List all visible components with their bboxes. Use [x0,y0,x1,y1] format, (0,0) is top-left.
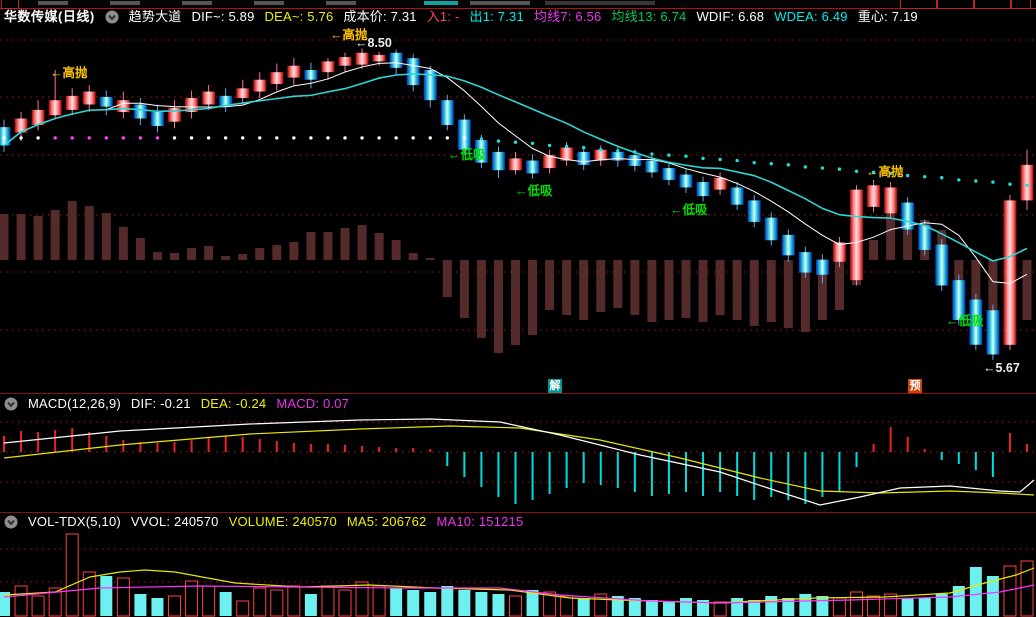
field-wdea: WDEA: 6.49 [774,9,848,24]
menu-divider [1030,0,1031,8]
volume-header: VOL-TDX(5,10) VVOL: 240570 VOLUME: 24057… [4,514,523,529]
menu-text-sliver [38,1,68,5]
annotation-sell-high: ←高抛 [330,28,368,42]
top-menu-button[interactable] [937,0,974,9]
field-sell1: 出1: 7.31 [469,9,524,24]
menu-text-sliver [110,1,140,5]
main-indicator-header: 华数传媒(日线) 趋势大道 DIF~: 5.89 DEA~: 5.76 成本价:… [4,9,918,24]
volume-bars [0,533,1034,617]
top-menu-button[interactable] [900,0,937,9]
vol-volume: VOLUME: 240570 [228,514,337,529]
field-dea: DEA~: 5.76 [264,9,334,24]
macd-title: MACD(12,26,9) [28,396,121,411]
vol-ma10: MA10: 151215 [436,514,524,529]
field-ma13: 均线13: 6.74 [611,9,687,24]
pressure-bars [0,201,1032,353]
collapse-volume-pane-icon[interactable] [4,515,18,529]
macd-dif-line [3,418,1035,506]
ma13-line [3,73,1028,262]
volume-ma5-line [3,567,1035,604]
macd-dea-line [3,425,1035,496]
macd-gridlines [0,421,1036,483]
pane-divider[interactable] [0,393,1036,394]
annotation-buy-low: ←低吸 [946,314,984,328]
menu-text-sliver-active [424,1,458,5]
menu-text-sliver [326,1,356,5]
trend-dots [2,136,1029,187]
event-marker-unlock[interactable]: 解 [548,379,562,393]
top-menu-strip [0,0,1036,9]
collapse-macd-pane-icon[interactable] [4,397,18,411]
annotation-buy-low: ←低吸 [515,184,553,198]
menu-text-sliver [545,1,655,5]
top-menu-button[interactable] [974,0,1011,9]
field-ma7: 均线7: 6.56 [533,9,602,24]
annotation-sell-high: ←高抛 [866,165,904,179]
top-menu-button[interactable] [1011,0,1036,9]
pane-divider[interactable] [0,512,1036,513]
macd-dea: DEA: -0.24 [200,396,267,411]
vol-ma5: MA5: 206762 [346,514,427,529]
field-center: 重心: 7.19 [857,9,918,24]
menu-text-sliver [470,1,530,5]
collapse-main-pane-icon[interactable] [105,10,119,24]
annotation-buy-low: ←低吸 [448,148,486,162]
macd-bars [3,427,1028,504]
field-cost: 成本价: 7.31 [343,9,417,24]
vol-title: VOL-TDX(5,10) [28,514,121,529]
menu-text-sliver [182,1,212,5]
event-marker-forecast[interactable]: 预 [908,379,922,393]
annotation-buy-low: ←低吸 [670,203,708,217]
field-wdif: WDIF: 6.68 [696,9,765,24]
field-dif: DIF~: 5.89 [191,9,255,24]
menu-text-sliver [254,1,284,5]
annotation-sell-high: ←高抛 [50,66,88,80]
volume-ma10-line [3,584,1035,604]
macd-value: MACD: 0.07 [276,396,350,411]
macd-dif: DIF: -0.21 [130,396,191,411]
field-buy1: 入1: - [426,9,460,24]
stock-title: 华数传媒(日线) [4,9,95,24]
macd-header: MACD(12,26,9) DIF: -0.21 DEA: -0.24 MACD… [4,396,349,411]
indicator-name: 趋势大道 [128,9,182,24]
ma7-line [3,62,1028,285]
vol-vvol: VVOL: 240570 [130,514,219,529]
volume-gridlines [0,548,1036,583]
annotation-price-high: ←8.50 [355,36,392,50]
annotation-price-low: ←5.67 [983,361,1020,375]
top-menu-button[interactable] [1,0,19,9]
